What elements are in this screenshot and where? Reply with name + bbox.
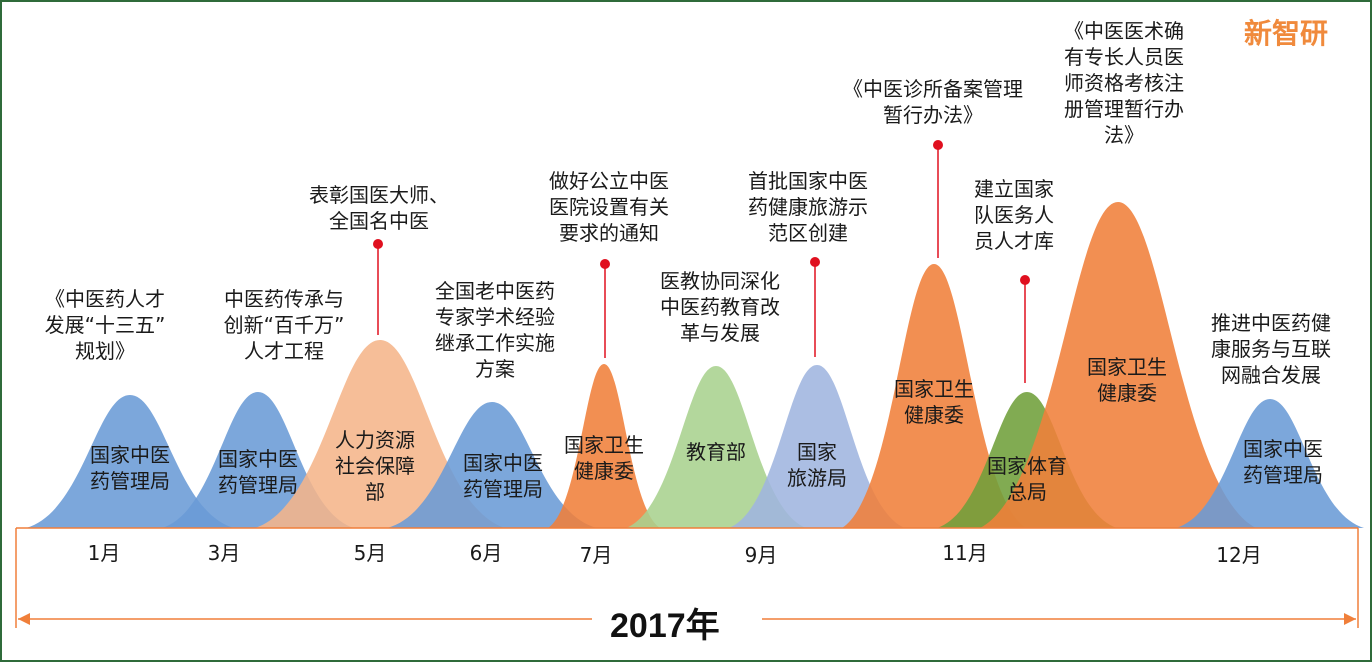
month-label: 11月 <box>942 541 988 565</box>
month-label: 5月 <box>353 541 387 565</box>
arrow-right-icon <box>1344 613 1356 625</box>
policy-text: 推进中医药健 康服务与互联 网融合发展 <box>1211 311 1331 387</box>
policy-text: 表彰国医大师、 全国名中医 <box>309 183 449 233</box>
month-label: 7月 <box>579 543 613 567</box>
agency-label: 国家卫生 健康委 <box>894 377 974 427</box>
year-label: 2017年 <box>610 607 720 645</box>
agency-label: 国家卫生 健康委 <box>564 433 644 483</box>
pin-dot-icon <box>600 259 610 269</box>
pin-dot-icon <box>373 239 383 249</box>
agency-label: 人力资源 社会保障 部 <box>335 428 415 504</box>
agency-label: 国家体育 总局 <box>987 454 1067 504</box>
pin-dot-icon <box>933 140 943 150</box>
agency-label: 国家中医 药管理局 <box>463 451 543 501</box>
policy-text: 全国老中医药 专家学术经验 继承工作实施 方案 <box>435 279 555 381</box>
policy-text: 做好公立中医 医院设置有关 要求的通知 <box>549 169 669 245</box>
agency-label: 国家中医 药管理局 <box>218 447 298 497</box>
month-label: 6月 <box>469 541 503 565</box>
peak-blue <box>387 402 597 528</box>
brand-logo: 新智研 <box>1244 18 1329 49</box>
policy-text: 中医药传承与 创新“百千万” 人才工程 <box>223 287 345 363</box>
agency-label: 国家中医 药管理局 <box>1243 437 1323 487</box>
peak-orange <box>980 202 1256 528</box>
policy-text: 首批国家中医 药健康旅游示 范区创建 <box>748 169 868 245</box>
arrow-left-icon <box>18 613 30 625</box>
policy-text: 《中医药人才 发展“十三五” 规划》 <box>44 287 166 363</box>
peak-blue <box>26 395 234 528</box>
month-label: 12月 <box>1216 543 1262 567</box>
policy-text: 《中医医术确 有专长人员医 师资格考核注 册管理暂行办 法》 <box>1064 19 1184 147</box>
peak-lavender <box>729 365 905 528</box>
peak-orange <box>548 364 660 528</box>
month-label: 1月 <box>87 541 121 565</box>
timeline-axis <box>15 527 1359 628</box>
policy-text: 《中医诊所备案管理 暂行办法》 <box>843 77 1023 127</box>
agency-label: 国家 旅游局 <box>787 440 847 490</box>
policy-text: 医教协同深化 中医药教育改 革与发展 <box>660 269 780 345</box>
pin-dot-icon <box>1020 275 1030 285</box>
agency-label: 国家中医 药管理局 <box>90 443 170 493</box>
agency-label: 教育部 <box>686 440 746 464</box>
agency-label: 国家卫生 健康委 <box>1087 355 1167 405</box>
policy-text: 建立国家 队医务人 员人才库 <box>974 177 1054 253</box>
month-label: 9月 <box>744 543 778 567</box>
pin-dot-icon <box>810 257 820 267</box>
month-label: 3月 <box>207 541 241 565</box>
peak-blue <box>1176 399 1364 528</box>
peak-orange <box>842 264 1026 528</box>
peak-light_green <box>626 366 806 528</box>
